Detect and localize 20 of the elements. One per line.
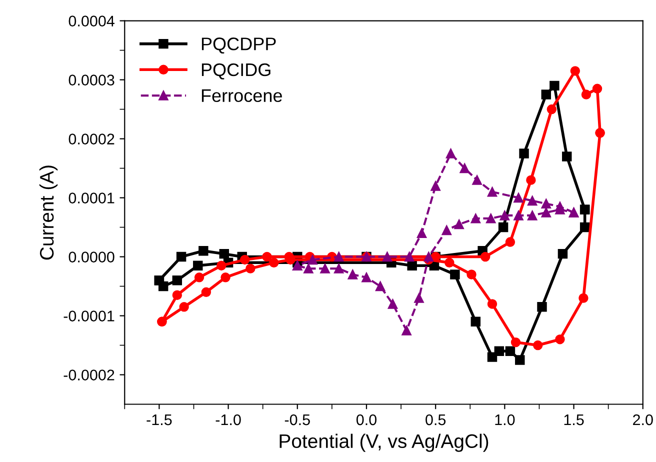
y-tick-label: 0.0000 [68, 252, 114, 262]
y-axis-title: Current (A) [39, 166, 58, 260]
legend-label: PQCDPP [202, 38, 276, 54]
x-tick-label: 0.5 [426, 414, 446, 426]
legend-label: PQCIDG [202, 63, 270, 80]
x-tick-label: -0.5 [284, 414, 310, 426]
y-tick-label: 0.0004 [68, 16, 114, 26]
y-tick-label: 0.0001 [68, 192, 114, 204]
x-tick-label: 1.0 [495, 414, 515, 426]
y-tick-label: -0.0001 [64, 310, 114, 322]
y-tick-label: 0.0003 [68, 74, 114, 86]
x-tick-label: 2.0 [633, 414, 653, 426]
y-tick-label: 0.0002 [68, 134, 114, 144]
x-tick-label: -1.5 [146, 414, 172, 426]
x-axis-title: Potential (V, vs Ag/AgCl) [280, 434, 488, 452]
x-tick-label: 1.5 [564, 414, 584, 426]
x-tick-label: 0.0 [356, 414, 377, 426]
legend-label: Ferrocene [202, 89, 282, 102]
x-tick-label: -1.0 [216, 414, 241, 426]
y-tick-label: -0.0002 [64, 370, 114, 380]
